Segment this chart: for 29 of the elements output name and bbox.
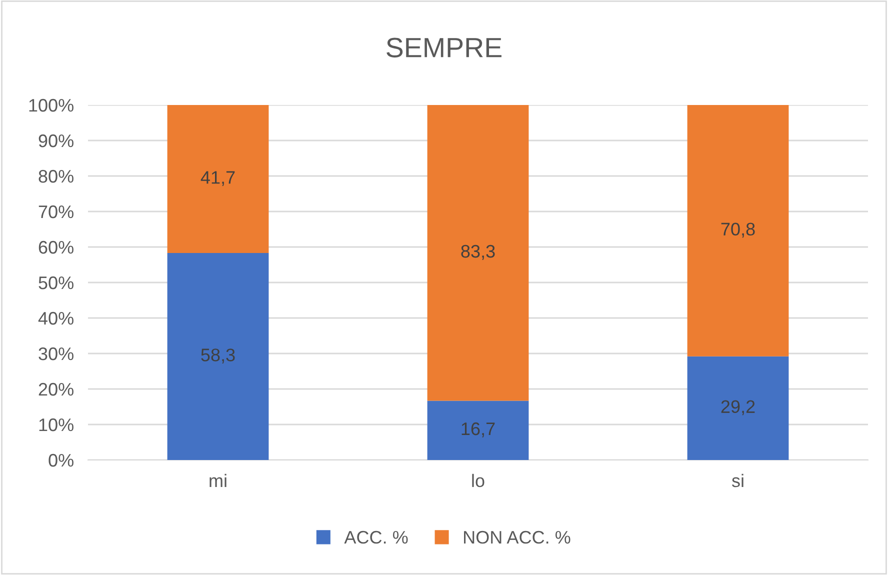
data-label: 29,2 bbox=[721, 400, 755, 416]
bar bbox=[687, 356, 789, 460]
y-tick-label: 30% bbox=[38, 347, 74, 360]
y-tick-label: 20% bbox=[38, 382, 74, 396]
y-tick-label: 50% bbox=[38, 276, 74, 290]
data-label: 16,7 bbox=[462, 422, 495, 438]
x-tick-label: mi bbox=[210, 474, 226, 487]
data-label: 41,7 bbox=[200, 171, 235, 186]
bar bbox=[687, 105, 789, 356]
bar bbox=[427, 400, 529, 460]
data-label: 58,3 bbox=[201, 348, 235, 364]
y-tick-label: 80% bbox=[38, 170, 74, 183]
y-tick-label: 100% bbox=[29, 98, 74, 112]
bar bbox=[167, 253, 269, 460]
y-tick-label: 40% bbox=[38, 312, 74, 325]
chart-title: SEMPRE bbox=[386, 38, 502, 58]
data-label: 70,8 bbox=[721, 222, 755, 238]
x-tick-label: lo bbox=[472, 474, 484, 488]
y-tick-label: 60% bbox=[38, 240, 74, 254]
legend-label: NON ACC. % bbox=[464, 530, 570, 544]
bar bbox=[167, 105, 269, 254]
y-tick-label: 70% bbox=[38, 205, 74, 218]
data-label: 83,3 bbox=[461, 244, 495, 260]
y-tick-label: 90% bbox=[38, 134, 74, 148]
x-tick-label: si bbox=[732, 474, 744, 488]
y-tick-label: 10% bbox=[39, 418, 74, 432]
legend-label: ACC. % bbox=[344, 530, 408, 544]
bar bbox=[427, 105, 529, 401]
y-tick-label: 0% bbox=[48, 454, 74, 467]
